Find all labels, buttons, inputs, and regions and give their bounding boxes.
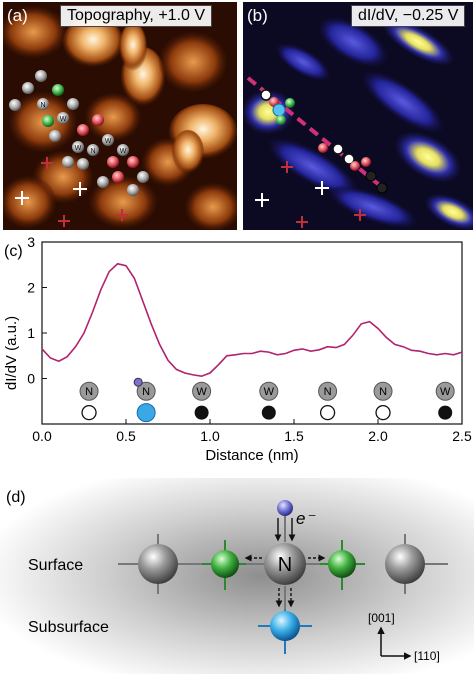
site-marker-filled (194, 405, 209, 420)
topography-blobs (3, 6, 237, 230)
atom-row-item: W (192, 381, 212, 420)
didv-image (243, 2, 473, 230)
surface-atom-right (385, 544, 425, 584)
atom-row-label: N (379, 386, 387, 398)
atom-row-ball (373, 381, 393, 401)
x-tick-label: 1.0 (200, 428, 220, 444)
atom-row-label: N (324, 386, 332, 398)
panel-d-diagram: (d) N e⁻ (0, 478, 474, 674)
atom-row-label: N (142, 386, 150, 398)
atom-row-item: N (79, 381, 99, 421)
atom-letter: W (105, 138, 112, 145)
panel-b-label: dI/dV, −0.25 V (351, 5, 466, 27)
site-marker-open (81, 404, 97, 421)
y-tick-label: 3 (27, 234, 35, 250)
electron-label: e⁻ (296, 509, 316, 528)
site-marker-filled (261, 405, 276, 420)
atom-row-ball (318, 381, 338, 401)
atom-row-item: N (373, 381, 393, 421)
atom-letter: W (120, 148, 127, 155)
charge-arrows (244, 518, 326, 608)
y-axis-label: dI/dV (a.u.) (3, 316, 20, 390)
atom-letter: N (90, 148, 95, 155)
site-marker-blue (136, 403, 156, 423)
center-atom-label: N (278, 554, 292, 576)
atom-row-item: N (318, 381, 338, 421)
atom-row-ball (136, 381, 156, 401)
crystal-axes (377, 626, 412, 660)
panel-a-letter: (a) (7, 6, 28, 25)
plot-frame (41, 241, 463, 425)
subsurface-label: Subsurface (28, 619, 109, 636)
panel-b-didv-map: (b) dI/dV, −0.25 V (243, 2, 473, 230)
atom-row-label: W (440, 386, 451, 398)
x-axis-label: Distance (nm) (205, 447, 298, 464)
y-axis-ticks: 0 1 2 3 (27, 234, 47, 387)
atom-row-ball (259, 381, 279, 401)
atom-row-ball (192, 381, 212, 401)
panel-b-letter: (b) (247, 6, 268, 25)
y-tick-label: 2 (27, 280, 35, 296)
center-n-atom (264, 543, 306, 585)
series-line (41, 262, 463, 378)
axis-001-label: [001] (368, 611, 395, 625)
panel-a-label: Topography, +1.0 V (60, 5, 213, 27)
x-tick-label: 2.0 (368, 428, 388, 444)
atom-row-item: W (259, 381, 279, 420)
atom-letter: W (60, 116, 67, 123)
overlay-atoms-a (9, 70, 149, 196)
y-tick-label: 0 (27, 371, 35, 387)
panel-d-letter: (d) (6, 489, 26, 506)
atom-letter: W (75, 145, 82, 152)
green-atom-right (328, 550, 356, 578)
atom-row-ball (435, 381, 455, 401)
cross-markers-b (255, 161, 366, 228)
surface-atom-left (138, 544, 178, 584)
schematic-diagram: (d) N e⁻ (0, 478, 474, 674)
atom-letter: N (40, 102, 45, 109)
atom-row-label: N (85, 386, 93, 398)
topography-image: N W N W W W (3, 2, 237, 230)
didv-blobs (243, 17, 473, 230)
site-marker-filled (438, 405, 453, 420)
electron-adatom (277, 500, 293, 516)
scan-line-b (246, 76, 385, 190)
overlay-atoms-b (260, 89, 388, 194)
atom-row-label: W (196, 386, 207, 398)
atom-letters-a: N W N W W W (40, 102, 126, 155)
y-tick-label: 1 (27, 325, 35, 341)
x-tick-label: 2.5 (452, 428, 472, 444)
atom-row-item: W (435, 381, 455, 420)
atom-row-label: W (264, 386, 275, 398)
atom-row-item: N (133, 377, 156, 423)
green-atom-left (211, 550, 239, 578)
x-tick-label: 1.5 (284, 428, 304, 444)
axis-110-label: [110] (414, 649, 440, 663)
panel-c-letter: (c) (4, 243, 23, 260)
adatom-marker (133, 377, 143, 387)
site-marker-open (319, 404, 336, 421)
x-axis-ticks: 0.0 0.5 1.0 1.5 2.0 2.5 (32, 419, 472, 444)
cross-markers-a (15, 157, 128, 227)
surface-label: Surface (28, 557, 83, 574)
x-tick-label: 0.0 (32, 428, 52, 444)
subsurface-atom (270, 611, 300, 641)
didv-profile-chart: (c) 0 1 2 3 0.0 0.5 1.0 1.5 2.0 2.5 N N W W N N W Dist… (3, 234, 472, 464)
site-marker-open (375, 404, 391, 421)
x-tick-label: 0.5 (116, 428, 136, 444)
panel-a-topography: N W N W W W (a) Topography, +1.0 V (3, 2, 237, 230)
atom-row-ball (79, 381, 99, 401)
panel-c-chart: (c) 0 1 2 3 0.0 0.5 1.0 1.5 2.0 2.5 N N W W N N W Dist… (0, 232, 474, 477)
